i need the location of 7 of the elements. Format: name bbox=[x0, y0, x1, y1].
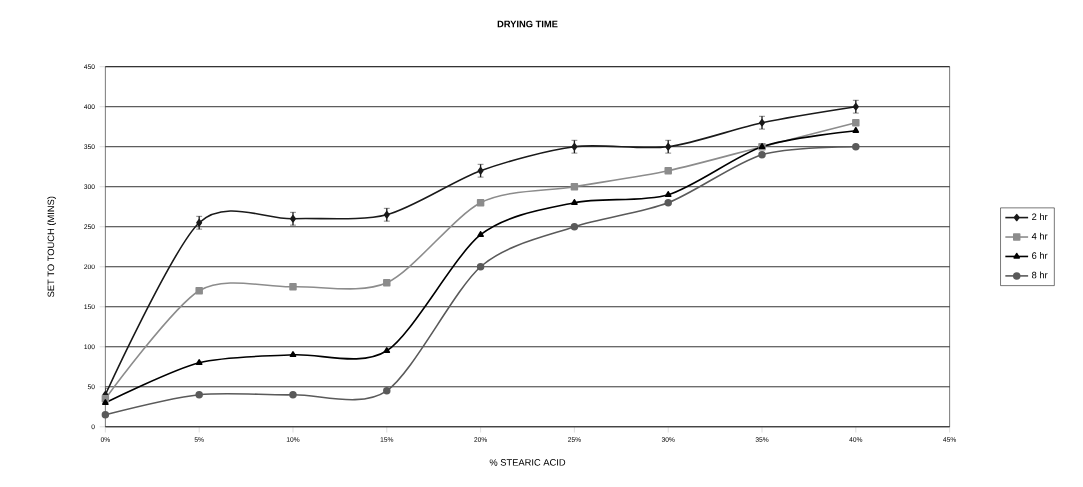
legend-label: 6 hr bbox=[1032, 252, 1048, 260]
legend-label: 2 hr bbox=[1032, 213, 1048, 221]
chart-title: DRYING TIME bbox=[497, 20, 558, 28]
x-axis-title: % STEARIC ACID bbox=[489, 459, 566, 466]
legend-label: 4 hr bbox=[1031, 232, 1048, 240]
legend-label: 8 hr bbox=[1031, 271, 1048, 279]
y-axis-title: SET TO TOUCH (MINS) bbox=[47, 196, 56, 298]
